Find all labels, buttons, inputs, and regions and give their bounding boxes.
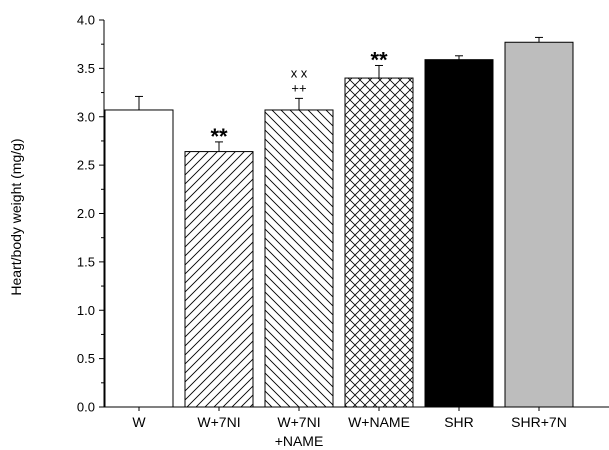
significance-marker: x x [291,65,308,80]
x-category-label: W+NAME [348,414,410,430]
x-tick-labels: W W+7NI W+7NI +NAME W+NAME SHR SHR+7N [132,407,567,449]
x-category-label: SHR [444,414,474,430]
bar-2 [264,109,334,408]
y-tick-label: 4.0 [77,13,95,28]
significance-marker: ** [210,124,228,149]
x-category-label: +NAME [275,433,324,449]
significance-marker: ++ [291,80,306,95]
y-tick-label: 1.0 [77,303,95,318]
y-tick-label: 3.5 [77,61,95,76]
x-category-label: W+7NI [277,414,320,430]
bars-layer [104,36,574,408]
y-ticks: 0.0 0.5 1.0 1.5 2.0 2.5 3.0 3.5 4.0 [77,13,104,415]
x-category-label: W [132,414,146,430]
y-tick-label: 0.5 [77,351,95,366]
x-category-label: W+7NI [197,414,240,430]
bar-3 [344,77,414,408]
x-category-label: SHR+7N [511,414,567,430]
significance-marker: ** [370,47,388,72]
bar-0 [104,109,174,408]
y-tick-label: 0.0 [77,400,95,415]
bar-5 [504,41,574,408]
bar-4 [424,59,494,408]
bar-1 [184,151,254,408]
y-tick-label: 2.5 [77,158,95,173]
y-tick-label: 2.0 [77,206,95,221]
axes: 0.0 0.5 1.0 1.5 2.0 2.5 3.0 3.5 4.0 W W+7NI W+7NI +… [77,13,609,449]
y-tick-label: 1.5 [77,254,95,269]
annotations-layer: ** x x++ ** [210,47,388,148]
y-axis-title: Heart/body weight (mg/g) [8,138,24,295]
y-tick-label: 3.0 [77,109,95,124]
